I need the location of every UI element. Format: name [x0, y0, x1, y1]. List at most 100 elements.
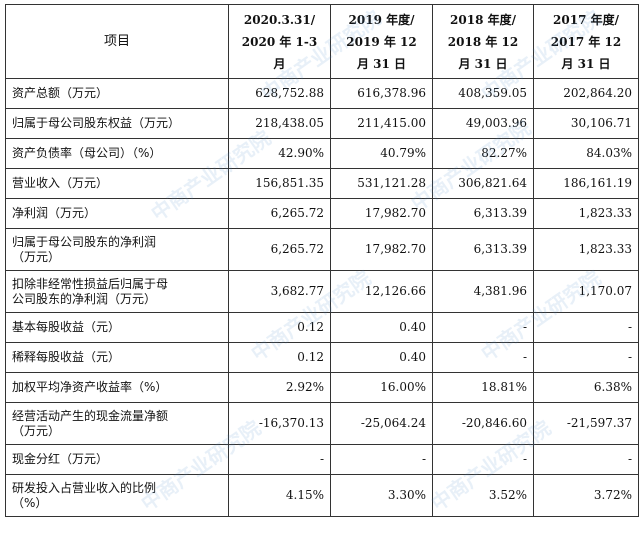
header-col-2020q1: 2020.3.31/ 2020 年 1-3 月 [228, 4, 331, 79]
value-cell: 2.92% [228, 372, 331, 403]
row-label: 基本每股收益（元） [5, 312, 229, 343]
row-label: 资产负债率（母公司）（%） [5, 138, 229, 169]
row-label: 稀释每股收益（元） [5, 342, 229, 373]
row-label: 归属于母公司股东权益（万元） [5, 108, 229, 139]
header-line: 2018 年 12 [447, 34, 519, 49]
row-label: 扣除非经常性损益后归属于母 公司股东的净利润（万元） [5, 270, 229, 313]
row-label-line: 归属于母公司股东权益（万元） [12, 116, 181, 130]
row-label-line: 经营活动产生的现金流量净额 [12, 408, 169, 423]
value-cell: 156,851.35 [228, 168, 331, 199]
row-label-line: 资产总额（万元） [12, 86, 109, 100]
row-label-line: 现金分红（万元） [12, 452, 109, 466]
header-col-2019: 2019 年度/ 2019 年 12 月 31 日 [330, 4, 433, 79]
value-cell: -21,597.37 [533, 402, 639, 445]
header-row: 项目 2020.3.31/ 2020 年 1-3 月 2019 年度/ 2019… [5, 4, 639, 79]
row-label: 营业收入（万元） [5, 168, 229, 199]
value-cell: - [432, 444, 534, 475]
header-line: 月 31 日 [561, 56, 611, 71]
value-cell: - [533, 312, 639, 343]
value-cell: - [533, 444, 639, 475]
value-cell: 1,823.33 [533, 198, 639, 229]
value-cell: 12,126.66 [330, 270, 433, 313]
row-label: 归属于母公司股东的净利润 （万元） [5, 228, 229, 271]
header-line: 月 31 日 [458, 56, 508, 71]
table-row: 净利润（万元） 6,265.72 17,982.70 6,313.39 1,823.33 [5, 198, 639, 229]
header-col-2018: 2018 年度/ 2018 年 12 月 31 日 [432, 4, 534, 79]
value-cell: -25,064.24 [330, 402, 433, 445]
row-label-line: （万元） [12, 423, 61, 438]
table-body: 资产总额（万元） 628,752.88 616,378.96 408,359.05 20… [5, 78, 639, 517]
row-label-line: 归属于母公司股东的净利润 [12, 234, 157, 249]
table-row: 资产负债率（母公司）（%） 42.90% 40.79% 82.27% 84.03% [5, 138, 639, 169]
financial-table: 项目 2020.3.31/ 2020 年 1-3 月 2019 年度/ 2019… [5, 4, 639, 517]
value-cell: - [432, 342, 534, 373]
value-cell: 40.79% [330, 138, 433, 169]
value-cell: 4.15% [228, 474, 331, 517]
value-cell: 16.00% [330, 372, 433, 403]
value-cell: 30,106.71 [533, 108, 639, 139]
table-row: 加权平均净资产收益率（%） 2.92% 16.00% 18.81% 6.38% [5, 372, 639, 403]
value-cell: - [432, 312, 534, 343]
header-line: 2017 年 12 [550, 34, 622, 49]
row-label-line: 资产负债率（母公司）（%） [12, 146, 162, 160]
header-line: 2020.3.31/ [243, 12, 316, 27]
row-label-line: 公司股东的净利润（万元） [12, 291, 157, 306]
row-label: 资产总额（万元） [5, 78, 229, 109]
row-label-line: 净利润（万元） [12, 206, 97, 220]
value-cell: 1,823.33 [533, 228, 639, 271]
row-label: 经营活动产生的现金流量净额 （万元） [5, 402, 229, 445]
row-label-line: 营业收入（万元） [12, 176, 109, 190]
header-line: 2019 年度/ [348, 12, 415, 27]
table-row: 稀释每股收益（元） 0.12 0.40- - [5, 342, 639, 373]
value-cell: 3.52% [432, 474, 534, 517]
header-line: 2017 年度/ [553, 12, 619, 27]
value-cell: 0.12 [228, 342, 331, 373]
value-cell: 186,161.19 [533, 168, 639, 199]
value-cell: 6,313.39 [432, 228, 534, 271]
value-cell: 4,381.96 [432, 270, 534, 313]
value-cell: 616,378.96 [330, 78, 433, 109]
value-cell: 306,821.64 [432, 168, 534, 199]
table-row: 扣除非经常性损益后归属于母 公司股东的净利润（万元） 3,682.77 12,126.… [5, 270, 639, 313]
header-line: 2018 年度/ [450, 12, 516, 27]
row-label-line: 稀释每股收益（元） [12, 350, 121, 364]
table-row: 资产总额（万元） 628,752.88 616,378.96 408,359.05 20… [5, 78, 639, 109]
row-label-line: 扣除非经常性损益后归属于母 [12, 276, 169, 291]
table-row: 研发投入占营业收入的比例 （%） 4.15% 3.30% 3.52% 3.72% [5, 474, 639, 517]
header-line: 2020 年 1-3 月 [241, 34, 318, 71]
value-cell: 6,265.72 [228, 228, 331, 271]
value-cell: 84.03% [533, 138, 639, 169]
value-cell: 6,313.39 [432, 198, 534, 229]
value-cell: 49,003.96 [432, 108, 534, 139]
value-cell: 531,121.28 [330, 168, 433, 199]
value-cell: 408,359.05 [432, 78, 534, 109]
value-cell: - [330, 444, 433, 475]
value-cell: 17,982.70 [330, 198, 433, 229]
row-label-line: （%） [12, 495, 48, 510]
value-cell: 42.90% [228, 138, 331, 169]
row-label-line: 基本每股收益（元） [12, 320, 121, 334]
header-line: 2019 年 12 [346, 34, 417, 49]
row-label: 加权平均净资产收益率（%） [5, 372, 229, 403]
value-cell: 211,415.00 [330, 108, 433, 139]
value-cell: 6,265.72 [228, 198, 331, 229]
value-cell: 18.81% [432, 372, 534, 403]
row-label-line: 加权平均净资产收益率（%） [12, 380, 168, 394]
table-row: 归属于母公司股东的净利润 （万元） 6,265.72 17,982.70 6,313.3… [5, 228, 639, 271]
row-label: 净利润（万元） [5, 198, 229, 229]
row-label-line: 研发投入占营业收入的比例 [12, 480, 157, 495]
value-cell: - [228, 444, 331, 475]
value-cell: - [533, 342, 639, 373]
value-cell: 1,170.07 [533, 270, 639, 313]
value-cell: 3.30% [330, 474, 433, 517]
value-cell: 82.27% [432, 138, 534, 169]
value-cell: -20,846.60 [432, 402, 534, 445]
header-col-2017: 2017 年度/ 2017 年 12 月 31 日 [533, 4, 639, 79]
value-cell: 17,982.70 [330, 228, 433, 271]
table-row: 归属于母公司股东权益（万元） 218,438.05 211,415.00 49,003… [5, 108, 639, 139]
value-cell: 218,438.05 [228, 108, 331, 139]
value-cell: 0.40 [330, 342, 433, 373]
row-label-line: （万元） [12, 249, 61, 264]
value-cell: 6.38% [533, 372, 639, 403]
value-cell: 3,682.77 [228, 270, 331, 313]
